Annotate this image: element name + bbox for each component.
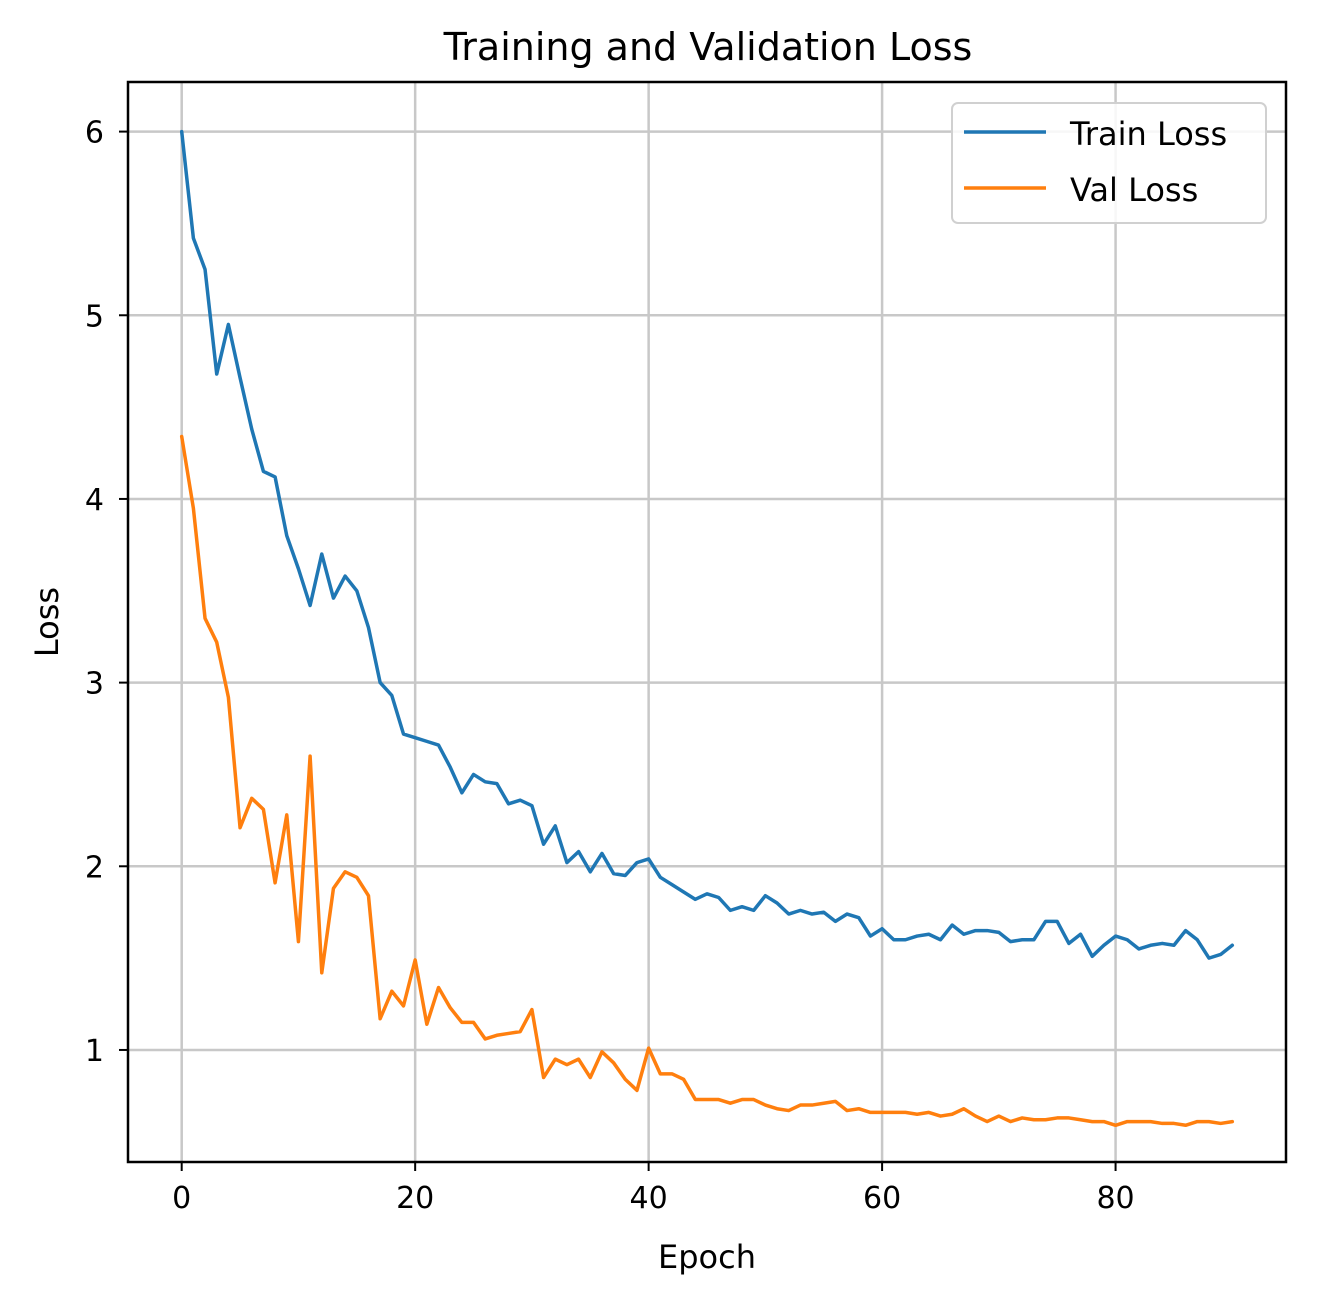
x-tick-label: 60 — [863, 1181, 901, 1216]
y-tick-label: 4 — [85, 483, 104, 518]
x-tick-label: 80 — [1096, 1181, 1134, 1216]
x-axis-label: Epoch — [658, 1238, 756, 1276]
y-tick-label: 2 — [85, 850, 104, 885]
legend-label-train-loss: Train Loss — [1069, 115, 1227, 153]
legend: Train Loss Val Loss — [951, 102, 1267, 224]
series-line-val-loss — [179, 434, 1235, 1128]
y-axis-label: Loss — [28, 587, 66, 657]
y-tick-label: 6 — [85, 116, 104, 151]
x-tick-label: 20 — [396, 1181, 434, 1216]
grid-lines — [128, 82, 1286, 1162]
x-tick-label: 40 — [630, 1181, 668, 1216]
y-tick-label: 5 — [85, 299, 104, 334]
legend-label-val-loss: Val Loss — [1070, 171, 1198, 209]
y-tick-label: 1 — [85, 1034, 104, 1069]
plot-frame — [126, 80, 1288, 1164]
series-line-train-loss — [179, 129, 1235, 960]
series-lines — [179, 129, 1235, 1128]
axis-ticks: 0 20 40 60 80 1 2 3 4 5 6 — [85, 116, 1135, 1216]
y-tick-label: 3 — [85, 667, 104, 702]
chart-title: Training and Validation Loss — [443, 25, 973, 69]
x-tick-label: 0 — [172, 1181, 191, 1216]
